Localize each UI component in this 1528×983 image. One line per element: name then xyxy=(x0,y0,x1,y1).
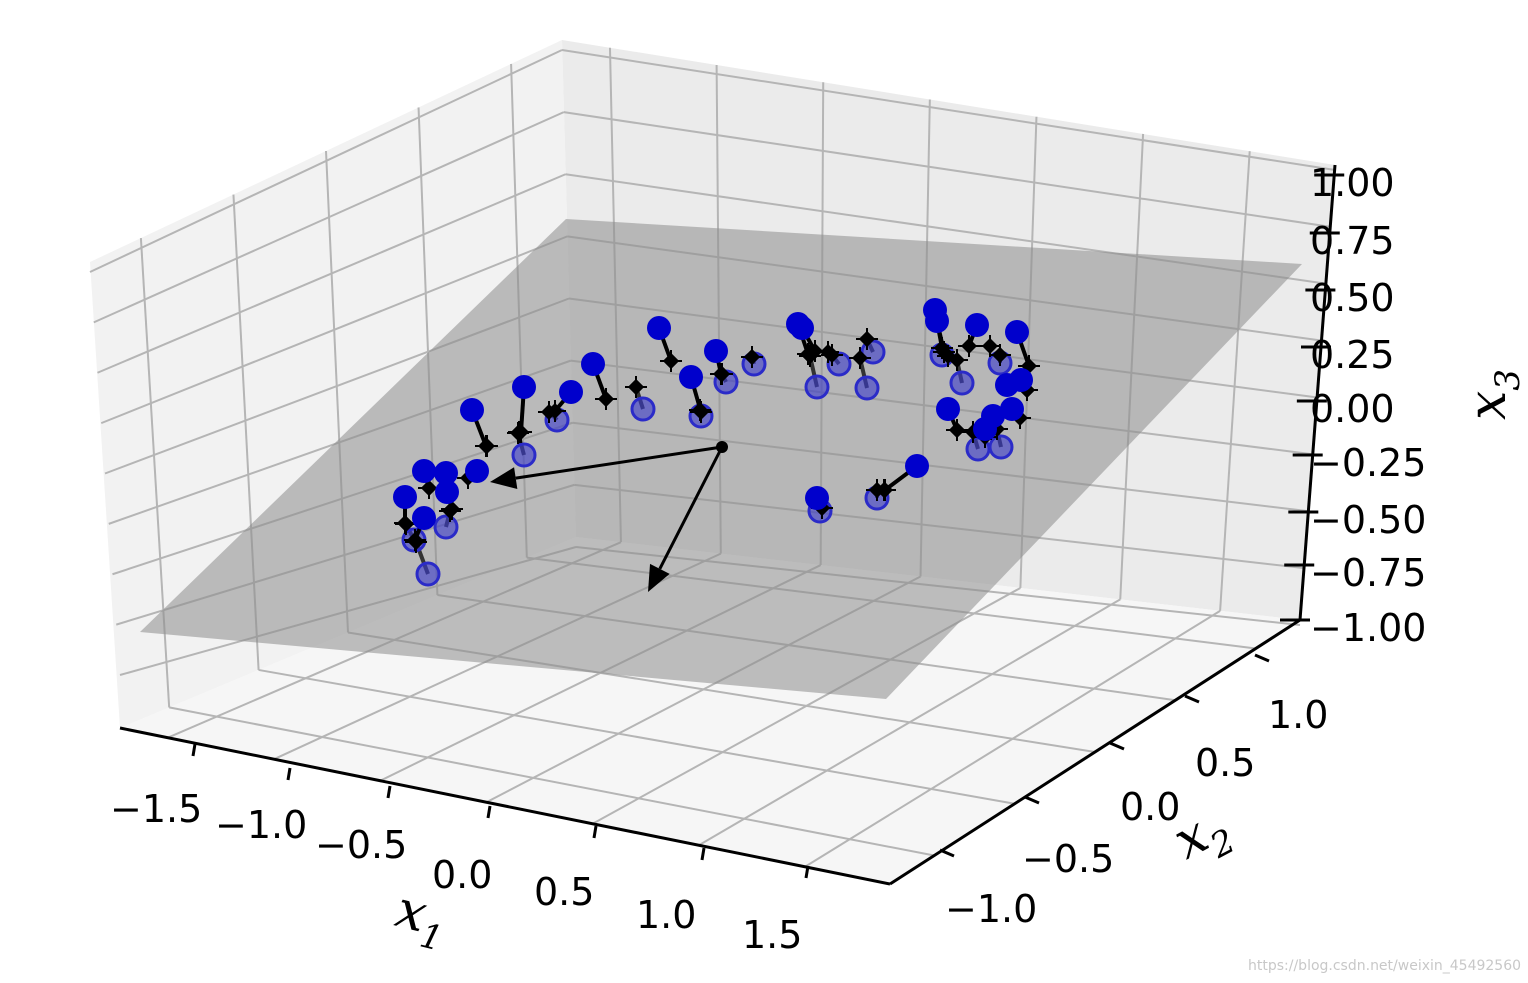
x1-tick-mark xyxy=(191,743,197,757)
data-point-above xyxy=(679,365,703,389)
x2-tick-mark xyxy=(1184,694,1200,704)
x3-tick-label: 1.00 xyxy=(1310,161,1395,205)
x2-tick-mark xyxy=(1024,795,1040,805)
x3-right-gridline xyxy=(561,49,1336,171)
data-point-above xyxy=(412,459,436,483)
data-point-above xyxy=(393,485,417,509)
x2-tick-label: 1.0 xyxy=(1268,693,1328,737)
x2-floor-gridline xyxy=(258,668,1015,805)
x1-tick-mark xyxy=(486,805,492,819)
x3-tick-label: −0.25 xyxy=(1310,441,1426,485)
data-point-below xyxy=(511,442,537,468)
data-point-above xyxy=(465,459,489,483)
principal-component-vectors xyxy=(490,441,728,592)
data-point-above xyxy=(1009,368,1033,392)
x3-axis-label: x3 xyxy=(1458,369,1528,420)
data-point-above xyxy=(704,339,728,363)
x3-tick-label: −1.00 xyxy=(1310,606,1426,650)
x1-tick-mark xyxy=(804,865,810,879)
data-point-above xyxy=(435,480,459,504)
x3-right-gridline xyxy=(563,111,1331,228)
data-point-above xyxy=(581,352,605,376)
x3-tick-label: −0.50 xyxy=(1310,498,1426,542)
data-point-below xyxy=(630,396,656,422)
points-above-plane xyxy=(393,298,1033,541)
data-point-below xyxy=(804,374,830,400)
x2-floor-gridline xyxy=(168,706,935,857)
x3-tick-label: 0.75 xyxy=(1310,219,1395,263)
x1-tick-label: 1.0 xyxy=(636,893,696,937)
data-point-above xyxy=(434,461,458,485)
x2-tick-mark xyxy=(1254,653,1270,663)
data-point-above xyxy=(973,417,997,441)
x1-tick-mark xyxy=(592,825,598,839)
x1-tick-mark xyxy=(700,847,706,861)
tick-labels: −1.5 −1.0 −0.50.0 0.51.0 1.5−1.0−0.50.00.51.… xyxy=(110,161,1426,957)
x1-tick-label: −1.5 xyxy=(110,787,202,831)
x3-left-gridline xyxy=(89,49,563,273)
data-point-above xyxy=(936,397,960,421)
x3-tick-label: −0.75 xyxy=(1310,551,1426,595)
data-point-above xyxy=(790,316,814,340)
data-point-above xyxy=(925,309,949,333)
axis-lines xyxy=(119,164,1345,886)
x2-tick-mark xyxy=(1109,741,1125,751)
x1-tick-label: −1.0 xyxy=(215,803,307,847)
data-point-above xyxy=(1000,397,1024,421)
x3-left-gridline xyxy=(93,111,565,324)
x2-tick-label: −1.0 xyxy=(945,887,1037,931)
x1-tick-label: 0.5 xyxy=(534,870,594,914)
data-point-below xyxy=(433,514,459,540)
x2-tick-mark xyxy=(939,848,955,858)
data-point-above xyxy=(965,313,989,337)
x2-tick-label: 0.5 xyxy=(1195,741,1255,785)
x3-tick-label: 0.25 xyxy=(1310,333,1395,377)
data-point-above xyxy=(905,454,929,478)
x1-axis-line xyxy=(119,726,891,886)
x1-wall-gridline xyxy=(1219,151,1251,611)
data-point-above xyxy=(647,316,671,340)
x1-tick-mark xyxy=(386,785,392,799)
data-point-above xyxy=(460,398,484,422)
data-point-below xyxy=(854,375,880,401)
x1-tick-label: 0.0 xyxy=(432,853,492,897)
watermark: https://blog.csdn.net/weixin_45492560 xyxy=(1248,958,1521,974)
data-point-below xyxy=(415,561,441,587)
x1-tick-label: 1.5 xyxy=(742,913,802,957)
data-point-above xyxy=(559,380,583,404)
data-point-above xyxy=(1005,320,1029,344)
x2-axis-line xyxy=(889,618,1301,886)
pc2-arrow-shaft xyxy=(658,446,724,570)
data-point-above xyxy=(412,506,436,530)
pc1-arrow-shaft xyxy=(515,445,723,480)
data-point-below xyxy=(949,370,975,396)
data-point-above xyxy=(805,486,829,510)
data-point-below xyxy=(988,434,1014,460)
x3-left-gridline xyxy=(100,235,568,425)
pc1-arrow-head xyxy=(490,467,518,489)
data-point-above xyxy=(512,375,536,399)
x1-tick-mark xyxy=(286,767,292,781)
x2-tick-label: −0.5 xyxy=(1022,837,1114,881)
x1-tick-label: −0.5 xyxy=(315,823,407,867)
x3-tick-label: 0.50 xyxy=(1310,276,1395,320)
x3-axis-line xyxy=(1298,164,1337,621)
pc2-arrow-head xyxy=(648,563,670,592)
x3-tick-label: 0.00 xyxy=(1310,387,1395,431)
x2-tick-label: 0.0 xyxy=(1120,785,1180,829)
x3-left-gridline xyxy=(97,173,566,374)
